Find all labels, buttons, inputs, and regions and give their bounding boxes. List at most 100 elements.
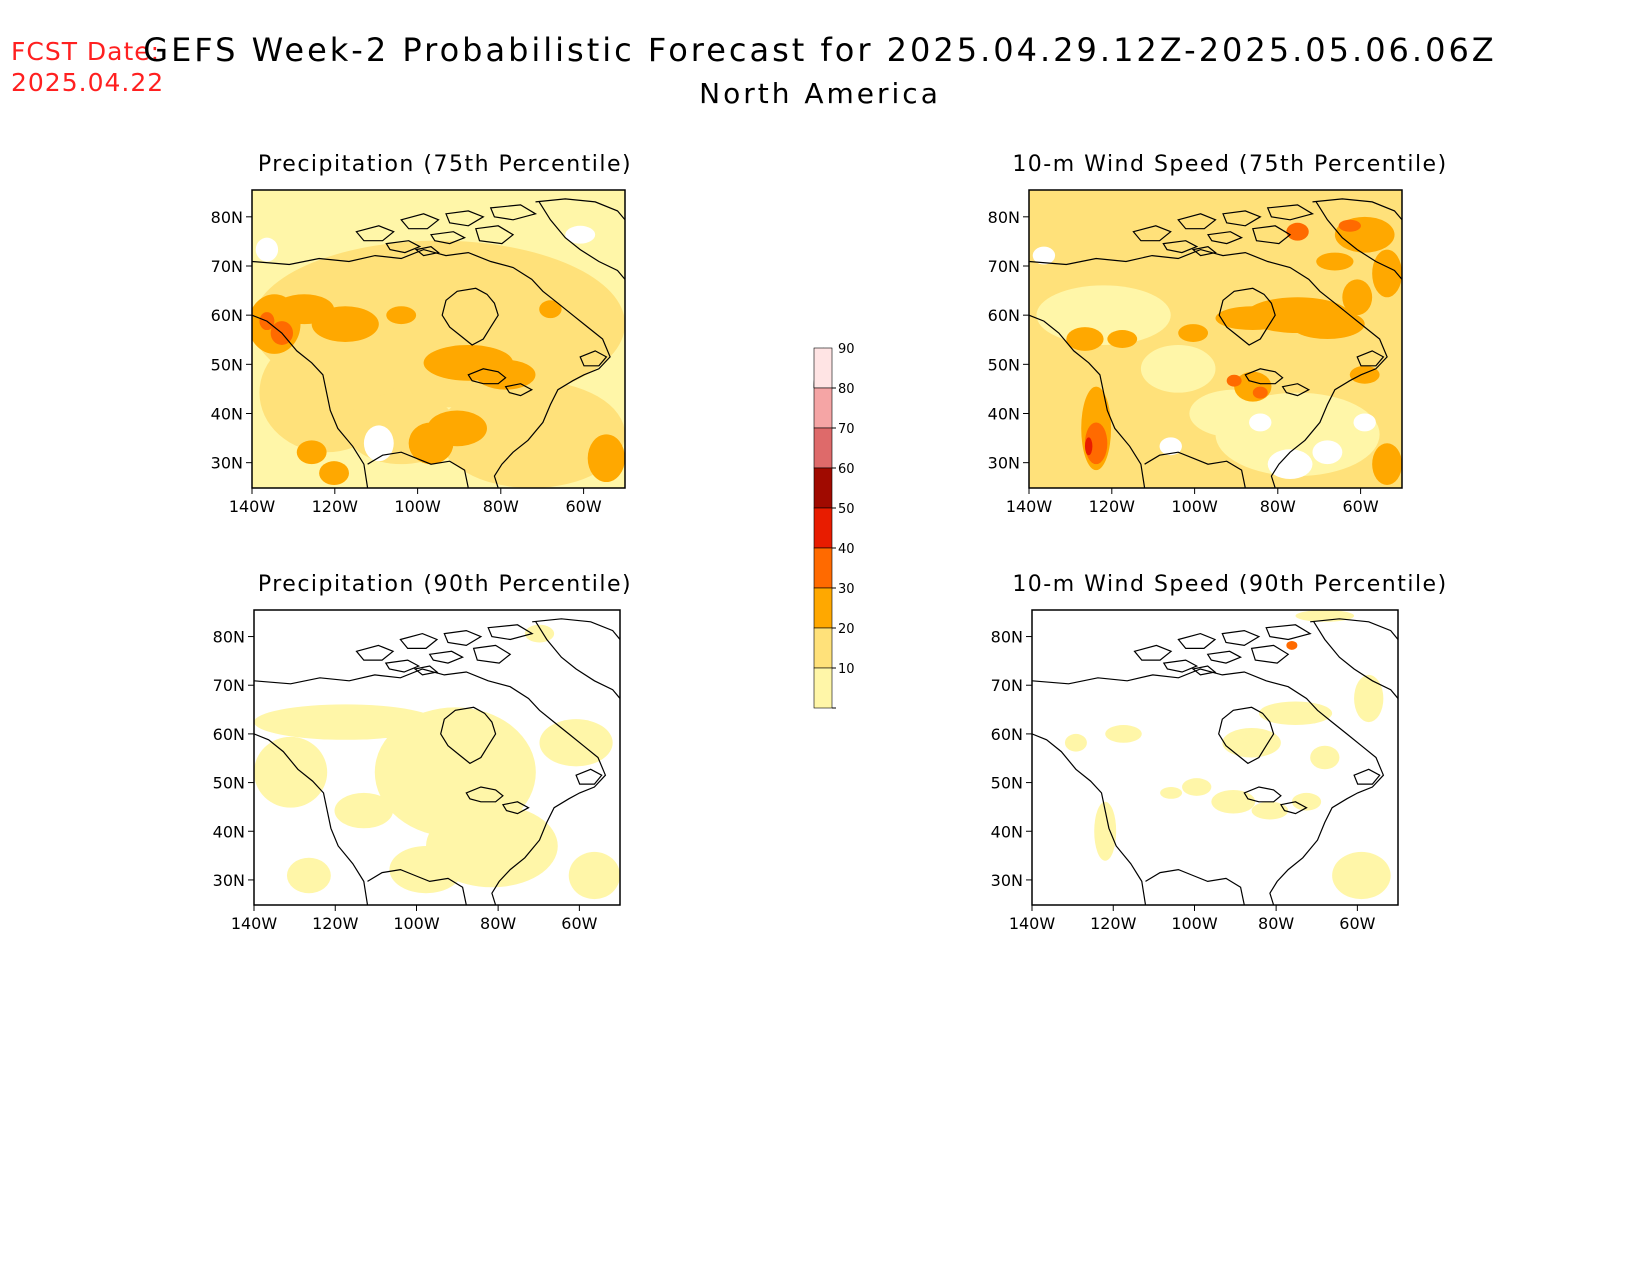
coastline <box>1353 768 1381 785</box>
legend-label: 70 <box>838 422 855 437</box>
coastline <box>532 618 620 640</box>
coastline <box>1032 668 1385 905</box>
shaded-region <box>568 851 620 900</box>
coastline <box>1206 231 1244 245</box>
shaded-region <box>255 237 279 262</box>
lon-tick-label: 80W <box>483 497 519 516</box>
lat-tick-label: 70N <box>991 676 1023 695</box>
shaded-region <box>296 440 327 465</box>
legend-swatch <box>813 467 833 509</box>
coastline <box>355 644 395 661</box>
coastline <box>1029 248 1388 488</box>
coastline <box>538 201 625 280</box>
lat-tick-label: 40N <box>988 405 1020 424</box>
shaded-region <box>1084 437 1093 456</box>
coastline <box>385 240 422 254</box>
coastline <box>1222 210 1262 227</box>
lat-tick-label: 50N <box>991 774 1023 793</box>
panel-title-wind90: 10-m Wind Speed (90th Percentile) <box>1012 572 1448 597</box>
coastline <box>1191 245 1217 257</box>
legend-swatch <box>813 627 833 669</box>
legend-swatch <box>813 507 833 549</box>
lon-tick-label: 100W <box>1171 497 1218 516</box>
lat-tick-label: 30N <box>991 871 1023 890</box>
coastline <box>252 248 611 488</box>
coastline <box>1310 618 1398 640</box>
shaded-region <box>286 857 331 894</box>
shaded-region <box>1338 219 1361 232</box>
coastline <box>429 231 467 245</box>
coastline <box>384 659 421 673</box>
coastline <box>445 210 485 227</box>
legend-swatch <box>813 547 833 589</box>
legend-swatch <box>813 667 833 709</box>
shaded-region <box>254 704 437 740</box>
forecast-date: FCST Date: 2025.04.22 <box>11 36 164 98</box>
lat-tick-label: 40N <box>991 822 1023 841</box>
map-frame <box>1031 609 1399 906</box>
shaded-region <box>1342 279 1373 316</box>
coastline <box>413 665 439 676</box>
lat-tick-label: 40N <box>213 822 245 841</box>
legend-label: 40 <box>838 542 855 557</box>
lon-tick-label: 60W <box>1343 497 1379 516</box>
lat-tick-label: 80N <box>211 208 243 227</box>
shaded-region <box>1291 792 1322 811</box>
lat-tick-label: 60N <box>991 725 1023 744</box>
legend-label: 60 <box>838 462 855 477</box>
forecast-date-label: FCST Date: <box>11 37 161 66</box>
panel-title-wind75: 10-m Wind Speed (75th Percentile) <box>1012 152 1448 177</box>
legend-label: 80 <box>838 382 855 397</box>
forecast-date-value: 2025.04.22 <box>11 68 165 97</box>
lat-tick-label: 30N <box>211 454 243 473</box>
coastline <box>441 287 499 346</box>
coastline <box>1133 644 1173 661</box>
coastline <box>367 868 467 905</box>
coastline <box>467 368 507 385</box>
shaded-region <box>1372 249 1402 298</box>
lon-tick-label: 140W <box>231 914 278 933</box>
shaded-region <box>1178 324 1209 342</box>
coastlines <box>1029 198 1402 488</box>
coastline <box>487 624 534 641</box>
map-svg: 80N 70N 60N 50N 40N 30N 140W 120W 100W 80W 60W <box>988 189 1403 516</box>
lat-tick-label: 60N <box>988 306 1020 325</box>
shaded-region <box>1105 725 1142 743</box>
shaded-region <box>1316 252 1354 271</box>
coastline <box>1265 624 1312 641</box>
lon-tick-label: 100W <box>1171 914 1218 933</box>
lon-tick-label: 140W <box>1006 497 1053 516</box>
coastline <box>1252 225 1292 245</box>
legend-label: 10 <box>838 662 855 677</box>
map-frame <box>1028 189 1403 489</box>
shaded-region <box>1160 787 1183 799</box>
coastline <box>1356 350 1385 367</box>
shaded-region <box>1312 440 1343 465</box>
coastline <box>1218 287 1276 346</box>
coastline <box>535 198 625 221</box>
coastline <box>1250 644 1290 664</box>
coastline <box>443 629 483 647</box>
coastline <box>1221 629 1261 647</box>
lat-tick-label: 50N <box>211 355 243 374</box>
coastline <box>1145 868 1245 905</box>
shaded-region <box>319 461 349 486</box>
lon-tick-label: 120W <box>312 914 359 933</box>
shaded-region <box>1310 745 1340 770</box>
coastline <box>1132 225 1172 242</box>
coastline <box>1279 801 1308 815</box>
lon-tick-label: 80W <box>480 914 516 933</box>
coastline <box>1244 368 1284 385</box>
lat-tick-label: 70N <box>988 257 1020 276</box>
shaded-region <box>1267 449 1313 480</box>
coastline <box>1144 451 1246 488</box>
legend-label: 50 <box>838 502 855 517</box>
coastline <box>489 204 538 221</box>
shaded-region <box>539 719 613 767</box>
lat-tick-label: 40N <box>211 405 243 424</box>
lon-tick-label: 80W <box>1258 914 1294 933</box>
coastline <box>355 225 395 242</box>
color-legend: 90 80 70 60 50 40 30 20 10 <box>800 336 870 789</box>
lat-tick-label: 60N <box>213 725 245 744</box>
coastline <box>428 650 465 664</box>
